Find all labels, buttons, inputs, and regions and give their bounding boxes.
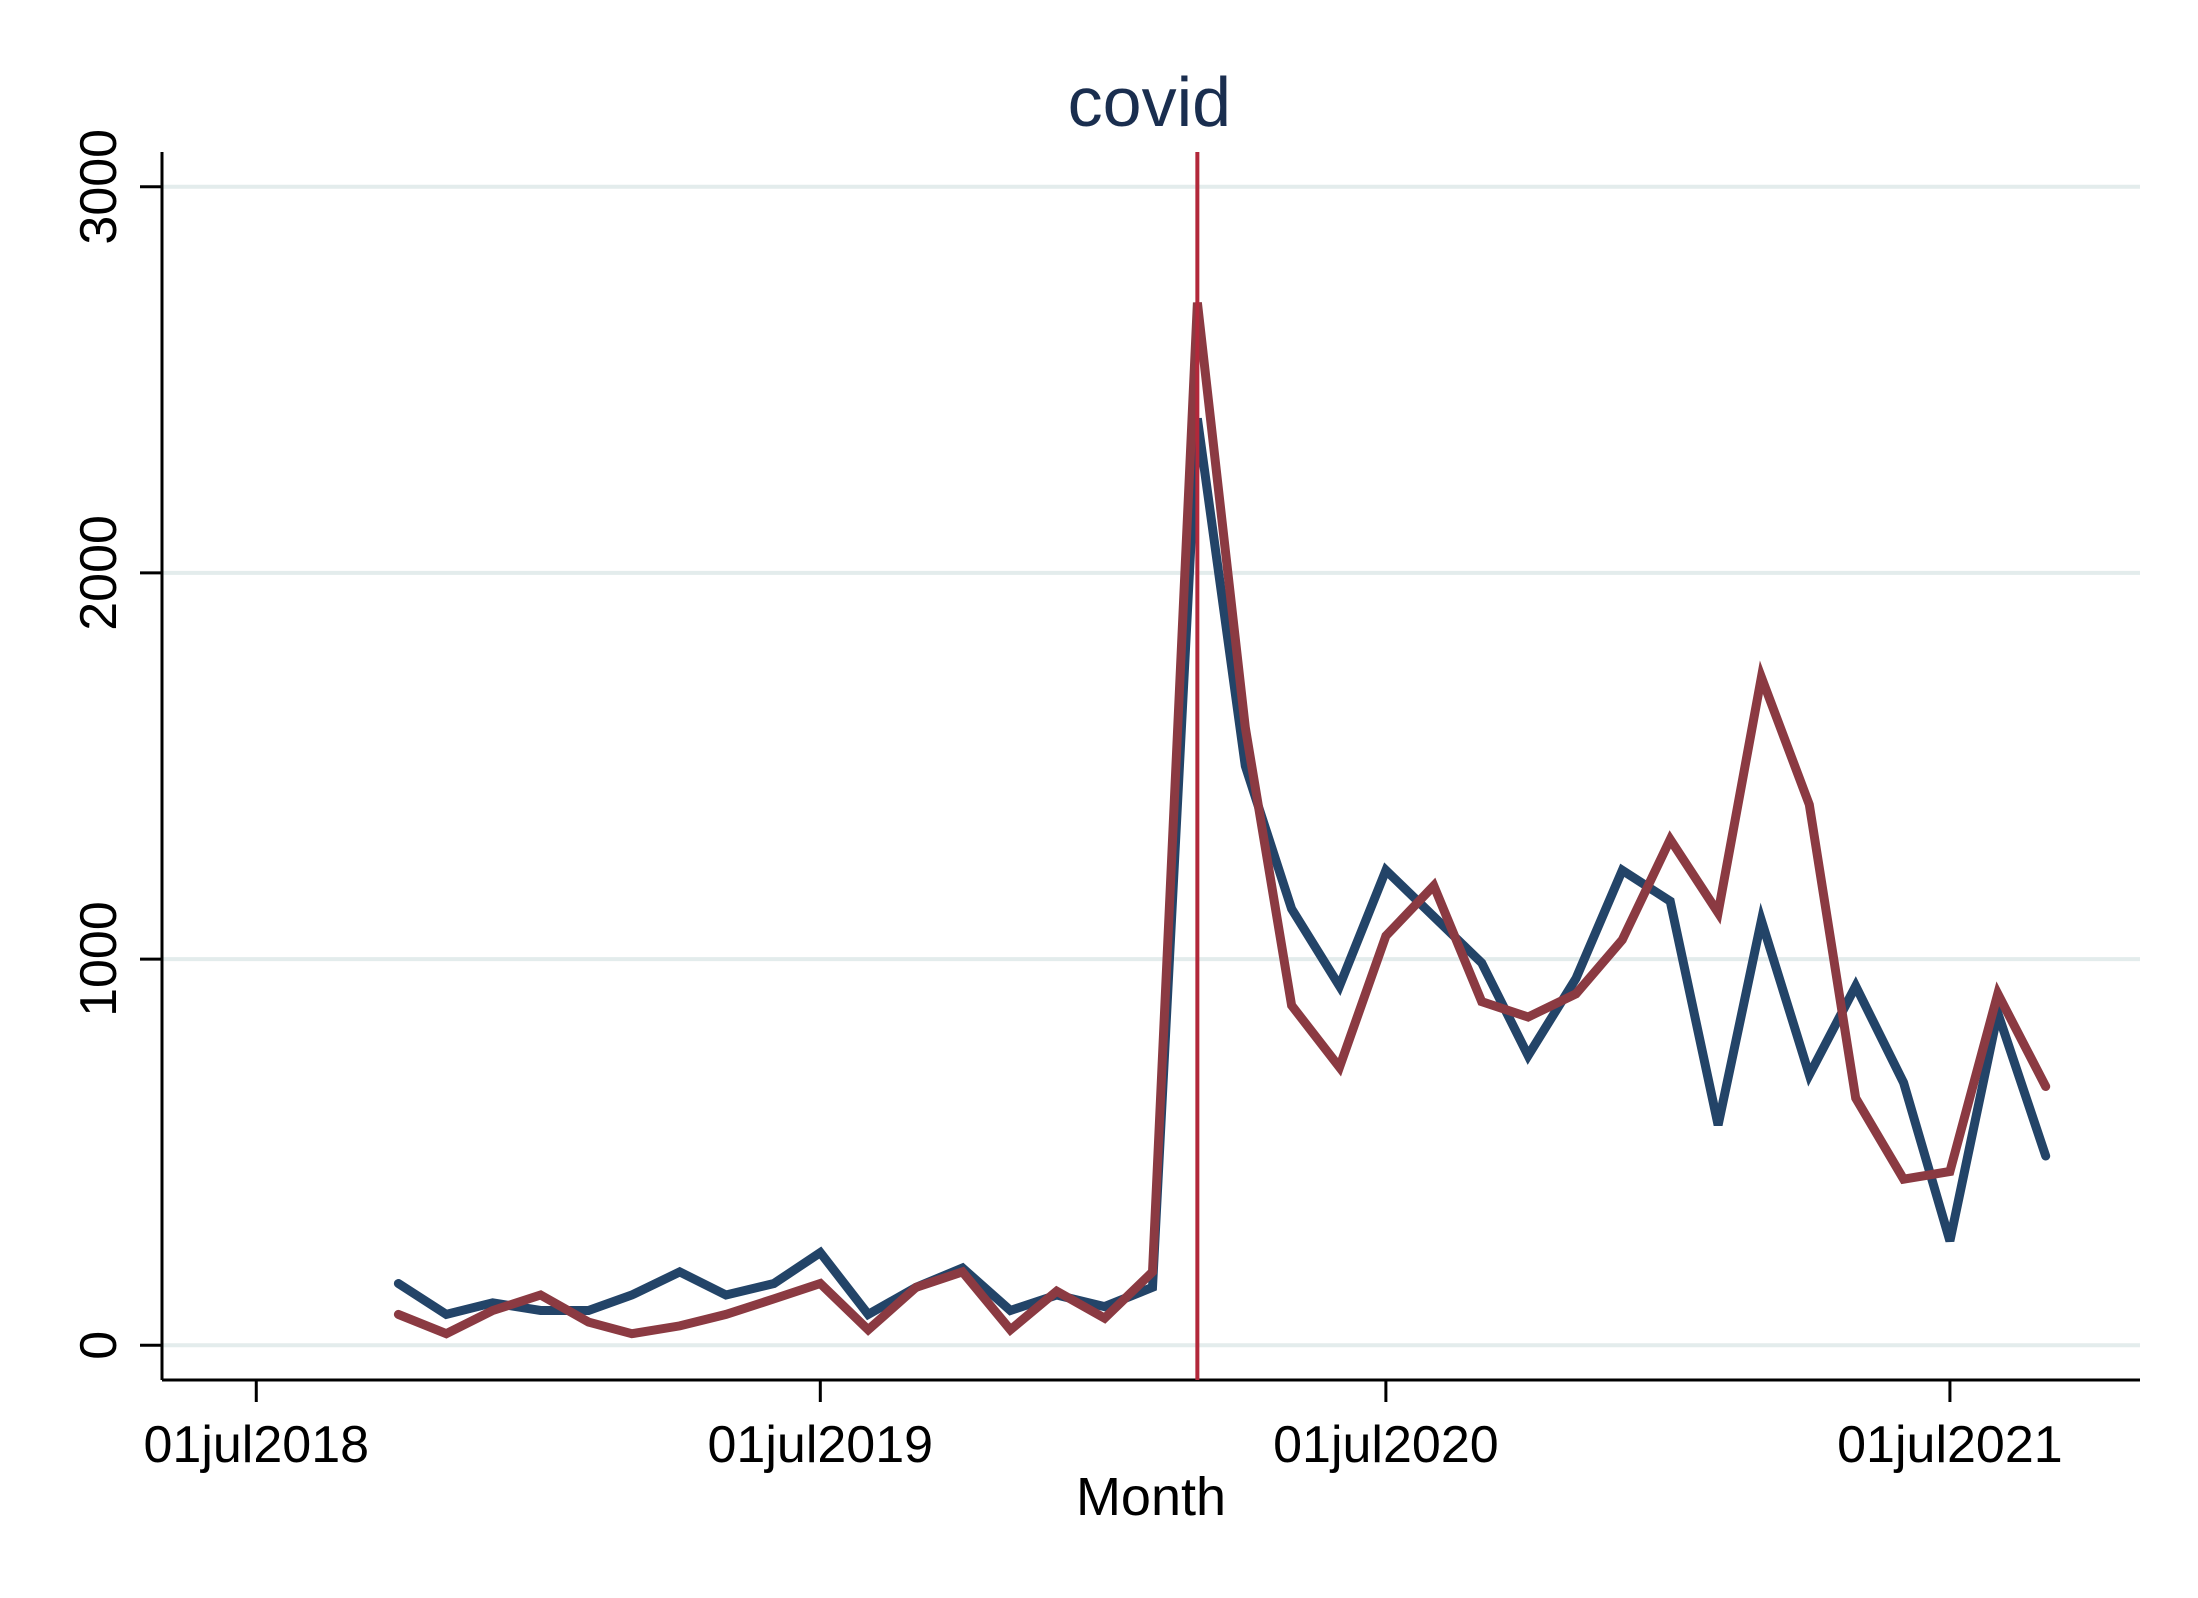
y-tick-label-3: 3000 xyxy=(70,129,128,245)
series-line-1 xyxy=(393,302,2051,1339)
x-axis-title: Month xyxy=(1076,1467,1226,1527)
y-tick-label-2: 2000 xyxy=(70,515,128,631)
x-tick-label-0: 01jul2018 xyxy=(143,1416,369,1474)
y-tick-label-0: 0 xyxy=(70,1331,128,1360)
annotations: covid xyxy=(1068,63,1231,1380)
y-tick-label-1: 1000 xyxy=(70,901,128,1017)
x-tick-label-1: 01jul2019 xyxy=(708,1416,934,1474)
x-tick-label-2: 01jul2020 xyxy=(1273,1416,1499,1474)
gridlines xyxy=(162,184,2140,1348)
annotation-label-0: covid xyxy=(1068,63,1231,141)
series-lines xyxy=(393,302,2051,1339)
axes: 0 1000 2000 3000 01jul2018 01jul2019 01jul2020… xyxy=(70,129,2140,1474)
x-tick-label-3: 01jul2021 xyxy=(1837,1416,2063,1474)
series-line-0 xyxy=(393,417,2051,1321)
